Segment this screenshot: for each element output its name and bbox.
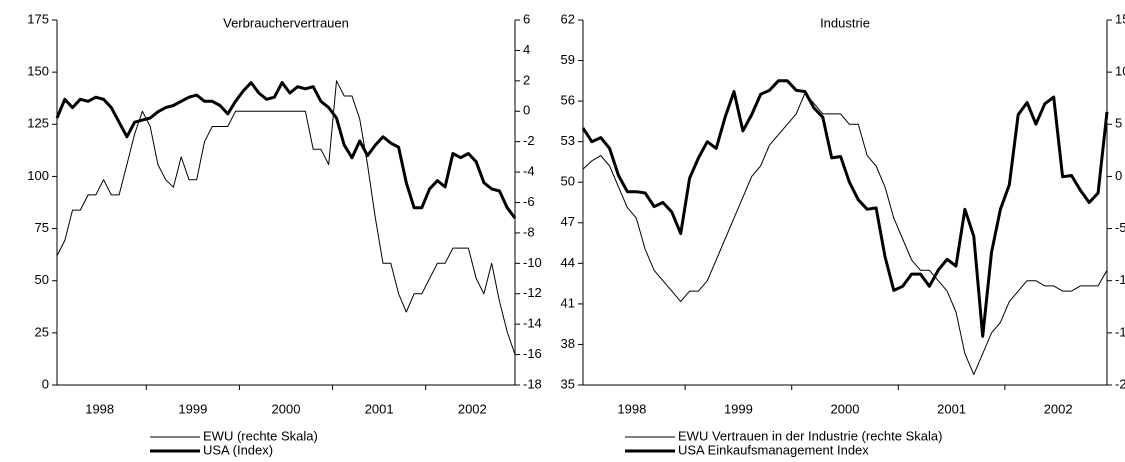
chart-title: Industrie — [820, 15, 870, 30]
y-tick-label: 44 — [561, 255, 575, 270]
y-tick-label: 59 — [561, 52, 575, 67]
y-tick-label: 0 — [42, 376, 49, 391]
x-tick-label: 1999 — [178, 401, 207, 416]
y2-tick-label: -15 — [1115, 324, 1125, 339]
y-tick-label: 50 — [561, 174, 575, 189]
series-line — [55, 81, 517, 219]
y2-tick-label: -14 — [523, 316, 542, 331]
x-tick-label: 1998 — [617, 401, 646, 416]
y2-tick-label: -2 — [523, 133, 535, 148]
y-tick-label: 50 — [35, 272, 49, 287]
y-tick-label: 41 — [561, 295, 575, 310]
legend-label: USA (Index) — [203, 442, 273, 457]
legend-label: USA Einkaufsmanagement Index — [678, 442, 869, 457]
y2-tick-label: -12 — [523, 285, 542, 300]
y-tick-label: 62 — [561, 11, 575, 26]
y2-tick-label: 6 — [523, 11, 530, 26]
y2-tick-label: 15 — [1115, 11, 1125, 26]
y2-tick-label: 5 — [1115, 116, 1122, 131]
y2-tick-label: -18 — [523, 376, 542, 391]
x-tick-label: 2001 — [937, 401, 966, 416]
y-tick-label: 35 — [561, 376, 575, 391]
x-tick-label: 1999 — [724, 401, 753, 416]
y2-tick-label: -4 — [523, 164, 535, 179]
y2-tick-label: 0 — [1115, 168, 1122, 183]
y-tick-label: 47 — [561, 214, 575, 229]
y2-tick-label: -8 — [523, 224, 535, 239]
series-line — [56, 80, 516, 355]
y2-tick-label: -10 — [523, 255, 542, 270]
x-tick-label: 1998 — [85, 401, 114, 416]
y-tick-label: 150 — [27, 64, 49, 79]
x-tick-label: 2001 — [365, 401, 394, 416]
y2-tick-label: -16 — [523, 346, 542, 361]
y-tick-label: 75 — [35, 220, 49, 235]
series-line — [582, 92, 1108, 376]
x-tick-label: 2002 — [1044, 401, 1073, 416]
y2-tick-label: -5 — [1115, 220, 1125, 235]
y2-tick-label: -6 — [523, 194, 535, 209]
x-tick-label: 2000 — [831, 401, 860, 416]
legend-label: EWU Vertrauen in der Industrie (rechte S… — [678, 428, 942, 443]
y-tick-label: 56 — [561, 93, 575, 108]
y2-tick-label: 0 — [523, 103, 530, 118]
y-tick-label: 100 — [27, 168, 49, 183]
x-tick-label: 2002 — [458, 401, 487, 416]
y-tick-label: 25 — [35, 324, 49, 339]
series-line — [581, 79, 1109, 338]
y2-tick-label: 4 — [523, 42, 530, 57]
y2-tick-label: -20 — [1115, 376, 1125, 391]
chart-title: Verbrauchervertrauen — [223, 15, 349, 30]
y2-tick-label: -10 — [1115, 272, 1125, 287]
y2-tick-label: 2 — [523, 72, 530, 87]
y-tick-label: 175 — [27, 11, 49, 26]
y2-tick-label: 10 — [1115, 64, 1125, 79]
legend-label: EWU (rechte Skala) — [203, 428, 318, 443]
x-tick-label: 2000 — [272, 401, 301, 416]
y-tick-label: 125 — [27, 116, 49, 131]
y-tick-label: 53 — [561, 133, 575, 148]
y-tick-label: 38 — [561, 336, 575, 351]
